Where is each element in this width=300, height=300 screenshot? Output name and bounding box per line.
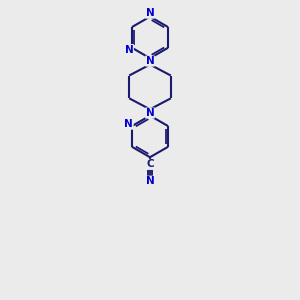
Text: C: C (146, 159, 154, 170)
Text: N: N (146, 8, 154, 18)
Text: N: N (146, 108, 154, 118)
Text: N: N (146, 176, 154, 186)
Text: N: N (124, 44, 134, 55)
Text: N: N (124, 119, 133, 129)
Text: N: N (146, 56, 154, 66)
